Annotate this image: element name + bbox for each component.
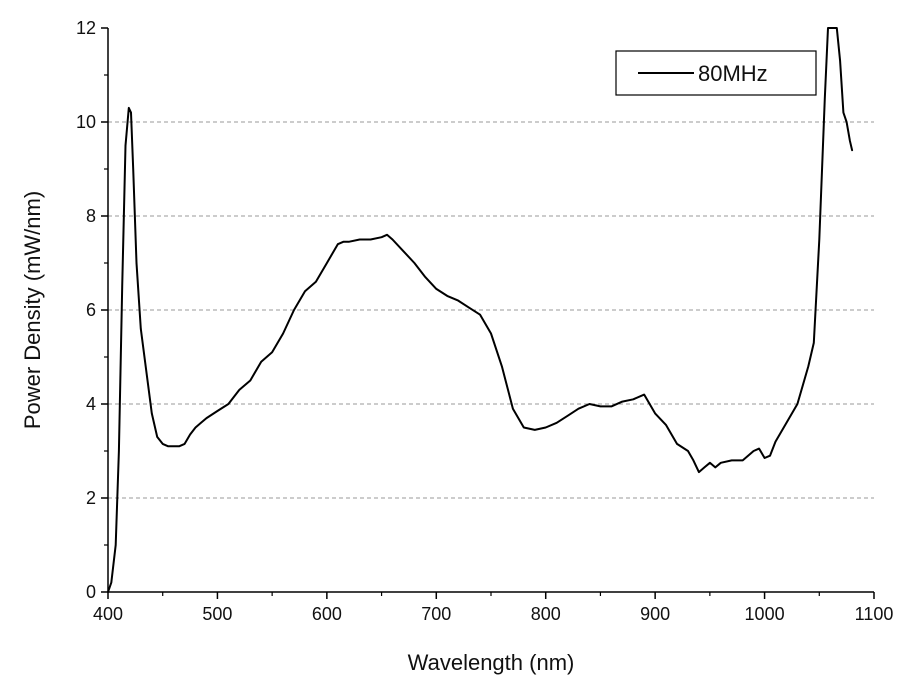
y-tick-label-2: 2 xyxy=(86,488,96,508)
y-tick-label-8: 8 xyxy=(86,206,96,226)
x-tick-label-600: 600 xyxy=(312,604,342,624)
x-tick-label-1100: 1100 xyxy=(855,604,894,624)
x-tick-label-700: 700 xyxy=(421,604,451,624)
x-axis-title: Wavelength (nm) xyxy=(408,650,575,675)
x-tick-label-900: 900 xyxy=(640,604,670,624)
x-tick-label-1000: 1000 xyxy=(745,604,785,624)
y-tick-label-0: 0 xyxy=(86,582,96,602)
y-tick-label-4: 4 xyxy=(86,394,96,414)
grid-layer xyxy=(108,121,874,499)
y-tick-label-12: 12 xyxy=(76,18,96,38)
series-layer xyxy=(107,27,854,593)
legend-label-0: 80MHz xyxy=(698,61,768,86)
x-tick-label-400: 400 xyxy=(93,604,123,624)
x-tick-label-800: 800 xyxy=(531,604,561,624)
y-tick-label-6: 6 xyxy=(86,300,96,320)
legend: 80MHz xyxy=(615,50,817,96)
y-axis-title: Power Density (mW/nm) xyxy=(20,191,45,429)
axis-layer: 0 2 4 6 8 10 12 400 500 600 700 800 900 1000 1100 xyxy=(76,18,893,624)
series-line-0 xyxy=(107,27,854,593)
y-tick-label-10: 10 xyxy=(76,112,96,132)
x-tick-label-500: 500 xyxy=(202,604,232,624)
